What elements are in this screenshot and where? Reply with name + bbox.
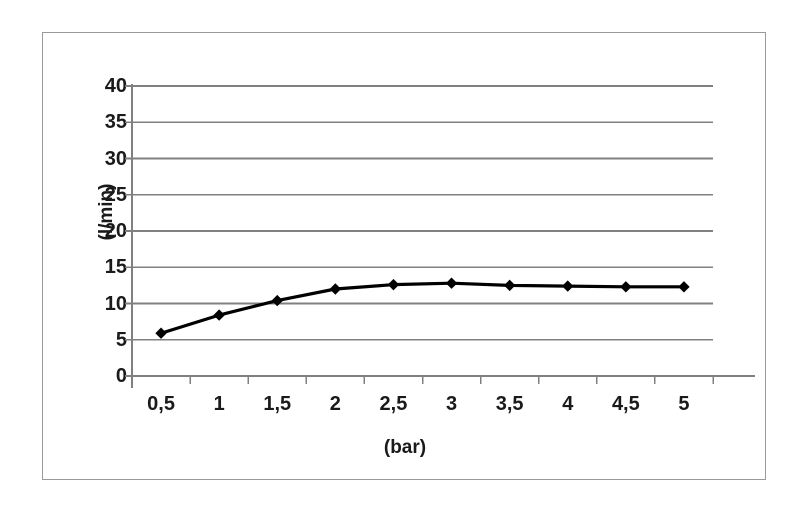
data-point-markers — [155, 277, 690, 339]
y-tick-label: 5 — [115, 328, 127, 351]
x-tick-label: 5 — [678, 393, 690, 415]
chart-frame: (l/min) 0 5 10 15 20 25 30 35 40 0,5 1 1,5 2 2,5 3 3,5… — [42, 32, 766, 480]
y-tick-label: 0 — [115, 365, 127, 387]
x-tick-label: 1 — [213, 393, 225, 415]
gridlines — [132, 85, 713, 377]
x-axis-title: (bar) — [383, 437, 427, 458]
plot-area — [43, 33, 767, 481]
x-tick-label: 2,5 — [379, 393, 408, 415]
x-tick-label: 3,5 — [495, 393, 524, 415]
x-tick-label: 0,5 — [147, 393, 175, 415]
data-series-flow — [159, 281, 686, 335]
x-axis-tick-labels: 0,5 1 1,5 2 2,5 3 3,5 4 4,5 5 — [43, 33, 767, 481]
y-tick-label: 20 — [104, 220, 127, 242]
x-tick-label: 4,5 — [611, 393, 640, 415]
y-axis-tick-labels: 0 5 10 15 20 25 30 35 40 — [81, 33, 127, 481]
y-tick-label: 35 — [104, 111, 127, 134]
y-tick-label: 30 — [104, 147, 127, 170]
y-tick-label: 15 — [104, 256, 127, 279]
x-tick-label: 1,5 — [263, 393, 292, 415]
axis-lines — [131, 84, 755, 388]
plot-svg — [125, 84, 755, 388]
x-tick-label: 4 — [562, 393, 574, 415]
y-tick-label: 40 — [104, 75, 127, 97]
y-axis-ticks — [125, 85, 132, 377]
x-tick-label: 3 — [445, 393, 458, 415]
y-tick-label: 10 — [104, 292, 127, 315]
y-tick-label: 25 — [104, 183, 127, 206]
x-axis-ticks — [131, 376, 714, 384]
x-tick-label: 2 — [329, 393, 341, 415]
